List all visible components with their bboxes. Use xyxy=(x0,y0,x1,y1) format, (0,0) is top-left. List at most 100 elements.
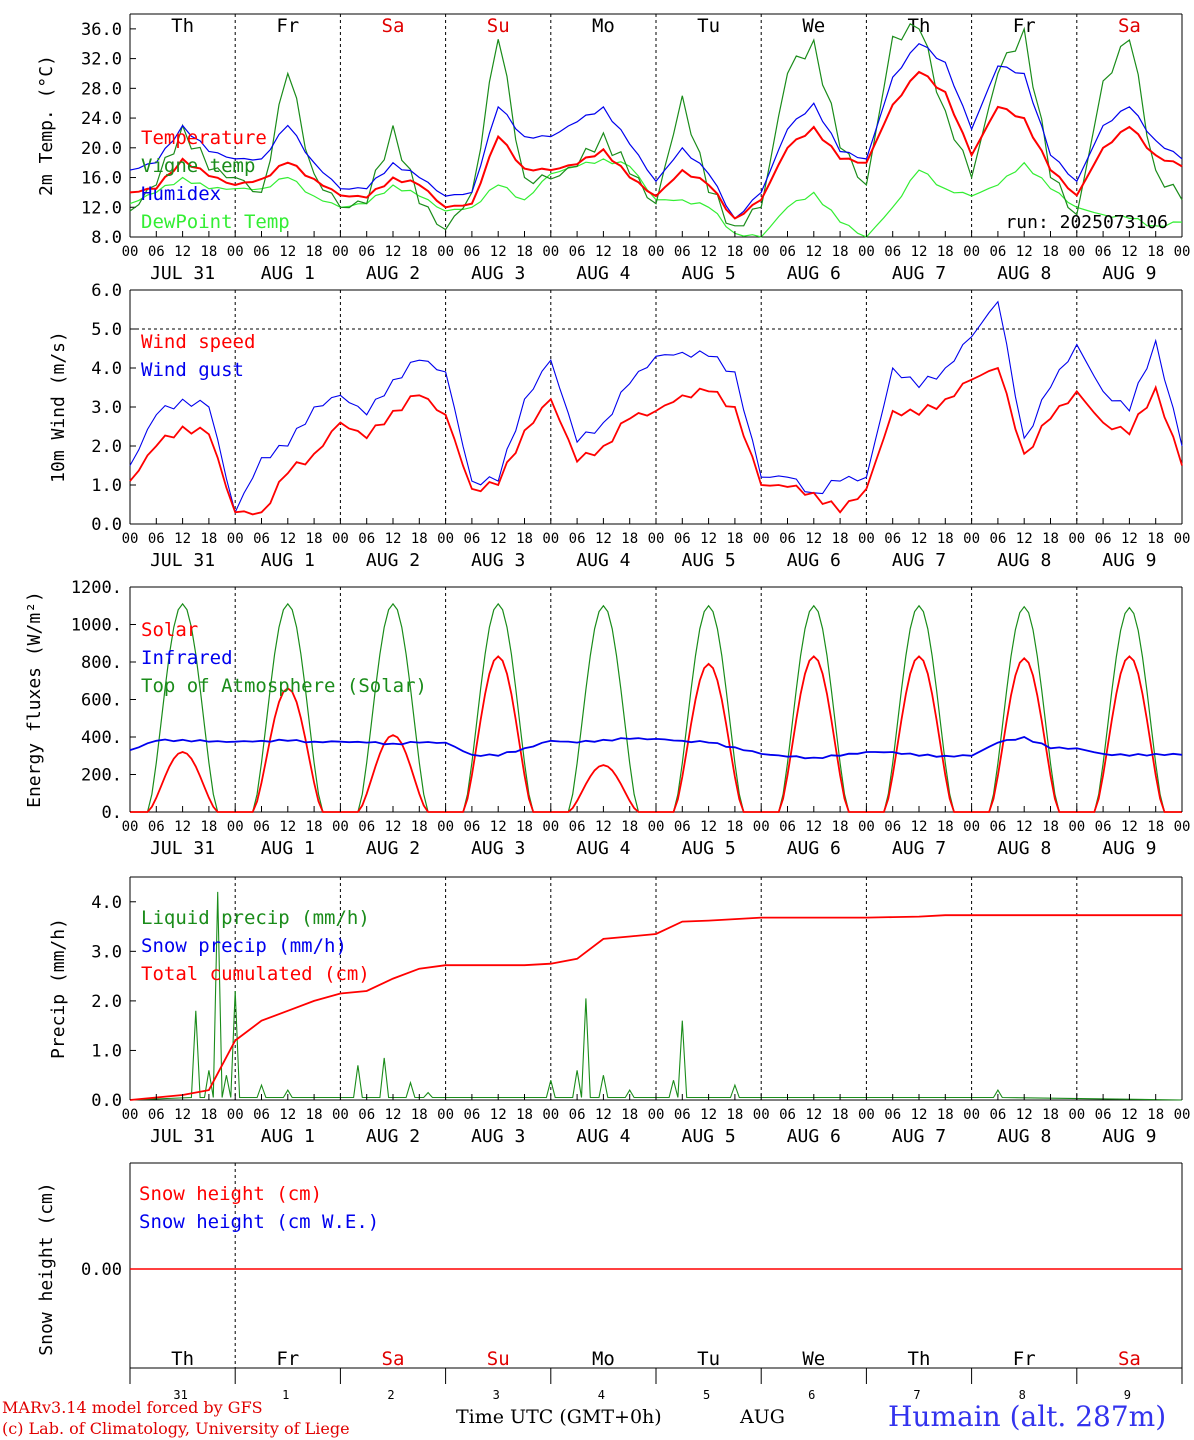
day-label: JUL 31 xyxy=(150,838,215,859)
hour-label: 12 xyxy=(805,531,822,547)
temp-panel-ylabel: 2m Temp. (°C) xyxy=(36,55,57,196)
hour-label: 12 xyxy=(805,819,822,835)
hour-label: 06 xyxy=(779,244,796,260)
day-label: AUG 6 xyxy=(787,263,841,284)
hour-label: 18 xyxy=(621,244,638,260)
hour-label: 06 xyxy=(1095,819,1112,835)
hour-label: 00 xyxy=(1068,819,1085,835)
hour-label: 18 xyxy=(411,531,428,547)
hour-label: 06 xyxy=(884,1107,901,1123)
weekday-label: Th xyxy=(908,1348,931,1370)
hour-label: 00 xyxy=(122,819,139,835)
y-tick-label: 8.0 xyxy=(91,228,122,248)
day-label: JUL 31 xyxy=(150,1126,215,1147)
hour-label: 12 xyxy=(1016,531,1033,547)
weekday-label: Fr xyxy=(276,1348,299,1370)
hour-label: 12 xyxy=(911,531,928,547)
hour-label: 00 xyxy=(963,244,980,260)
hour-label: 12 xyxy=(174,1107,191,1123)
hour-label: 00 xyxy=(227,244,244,260)
hour-label: 12 xyxy=(805,1107,822,1123)
hour-label: 12 xyxy=(595,531,612,547)
hour-label: 00 xyxy=(437,1107,454,1123)
hour-label: 12 xyxy=(595,1107,612,1123)
legend-wind-gust: Wind gust xyxy=(141,359,244,381)
hour-label: 00 xyxy=(1174,531,1191,547)
hour-label: 12 xyxy=(805,244,822,260)
weekday-label: Fr xyxy=(276,15,299,37)
hour-label: 00 xyxy=(227,1107,244,1123)
hour-label: 00 xyxy=(437,819,454,835)
hour-label: 18 xyxy=(516,1107,533,1123)
hour-label: 12 xyxy=(385,244,402,260)
hour-label: 18 xyxy=(411,819,428,835)
hour-label: 06 xyxy=(1095,531,1112,547)
hour-label: 18 xyxy=(726,819,743,835)
hour-label: 06 xyxy=(569,1107,586,1123)
hour-label: 06 xyxy=(989,244,1006,260)
weekday-label: We xyxy=(802,15,825,37)
hour-label: 06 xyxy=(463,531,480,547)
hour-label: 06 xyxy=(148,531,165,547)
hour-label: 00 xyxy=(963,531,980,547)
day-label: AUG 1 xyxy=(261,838,315,859)
hour-label: 06 xyxy=(148,1107,165,1123)
hour-label: 18 xyxy=(621,531,638,547)
legend-top-of-atmosphere-solar-: Top of Atmosphere (Solar) xyxy=(141,675,427,697)
day-label: AUG 3 xyxy=(471,550,525,571)
weekday-label: Fr xyxy=(1013,1348,1036,1370)
day-label: AUG 4 xyxy=(576,263,630,284)
bottom-day-label: 8 xyxy=(1019,1388,1026,1402)
wind-panel-ylabel: 10m Wind (m/s) xyxy=(48,331,69,483)
hour-label: 00 xyxy=(542,1107,559,1123)
hour-label: 00 xyxy=(1174,819,1191,835)
weekday-label: Th xyxy=(171,15,194,37)
hour-label: 06 xyxy=(674,1107,691,1123)
legend-snow-precip-mm-h-: Snow precip (mm/h) xyxy=(141,935,347,957)
bottom-day-label: 9 xyxy=(1124,1388,1131,1402)
hour-label: 06 xyxy=(358,531,375,547)
weekday-label: Tu xyxy=(697,1348,720,1370)
hour-label: 00 xyxy=(542,531,559,547)
hour-label: 18 xyxy=(1042,244,1059,260)
hour-label: 18 xyxy=(200,244,217,260)
hour-label: 00 xyxy=(858,244,875,260)
hour-label: 18 xyxy=(200,531,217,547)
hour-label: 18 xyxy=(726,531,743,547)
hour-label: 06 xyxy=(253,244,270,260)
energy-panel-ylabel: Energy fluxes (W/m²) xyxy=(24,591,45,808)
hour-label: 00 xyxy=(753,244,770,260)
day-label: AUG 5 xyxy=(682,263,736,284)
hour-label: 12 xyxy=(490,531,507,547)
y-tick-label: 1.0 xyxy=(91,476,122,496)
weekday-label: We xyxy=(802,1348,825,1370)
hour-label: 18 xyxy=(306,244,323,260)
day-label: JUL 31 xyxy=(150,263,215,284)
hour-label: 18 xyxy=(411,244,428,260)
hour-label: 18 xyxy=(200,819,217,835)
day-label: AUG 9 xyxy=(1102,550,1156,571)
series-temperature xyxy=(129,70,1183,220)
day-label: AUG 2 xyxy=(366,1126,420,1147)
hour-label: 12 xyxy=(174,531,191,547)
hour-label: 12 xyxy=(700,244,717,260)
y-tick-label: 16.0 xyxy=(81,169,122,189)
hour-label: 06 xyxy=(1095,244,1112,260)
series-humidex xyxy=(129,42,1183,220)
y-tick-label: 3.0 xyxy=(91,398,122,418)
hour-label: 12 xyxy=(1121,244,1138,260)
hour-label: 18 xyxy=(1147,244,1164,260)
bottom-day-label: 6 xyxy=(808,1388,815,1402)
day-label: AUG 4 xyxy=(576,1126,630,1147)
y-tick-label: 3.0 xyxy=(91,942,122,962)
weekday-label: Su xyxy=(487,1348,510,1370)
hour-label: 18 xyxy=(1147,819,1164,835)
bottom-day-label: 31 xyxy=(173,1388,187,1402)
legend-dewpoint-temp: DewPoint Temp xyxy=(141,211,290,233)
y-tick-label: 0.0 xyxy=(91,515,122,535)
model-credit: MARv3.14 model forced by GFS xyxy=(2,1398,263,1417)
day-label: AUG 7 xyxy=(892,550,946,571)
hour-label: 18 xyxy=(832,531,849,547)
hour-label: 18 xyxy=(516,531,533,547)
